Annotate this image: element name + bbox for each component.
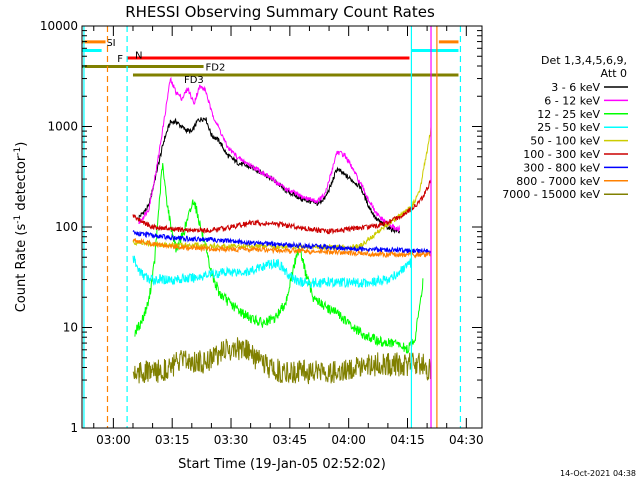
legend-label: 6 - 12 keV	[544, 94, 600, 107]
x-tick-label: 04:00	[331, 433, 366, 447]
x-tick-label: 03:45	[273, 433, 308, 447]
x-tick-label: 04:30	[449, 433, 484, 447]
flag-label-fd3: FD3	[184, 75, 204, 86]
chart-title: RHESSI Observing Summary Count Rates	[125, 3, 435, 21]
legend-label: 3 - 6 keV	[551, 81, 600, 94]
legend-label: 12 - 25 keV	[537, 108, 600, 121]
legend-header: Det 1,3,4,5,6,9,	[541, 54, 627, 67]
legend-header: Att 0	[601, 67, 627, 80]
x-tick-label: 03:15	[155, 433, 190, 447]
flag-label-f: F	[117, 54, 123, 65]
y-tick-label: 1000	[47, 120, 78, 134]
series-line	[132, 230, 432, 255]
y-tick-label: 10	[63, 321, 78, 335]
series-line	[132, 255, 412, 289]
flag-label-si: SI	[106, 38, 115, 49]
x-tick-label: 03:00	[96, 433, 131, 447]
timestamp: 14-Oct-2021 04:38	[560, 469, 636, 478]
y-tick-label: 10000	[40, 19, 78, 33]
legend-label: 300 - 800 keV	[523, 161, 600, 174]
series-line	[138, 117, 401, 234]
legend-label: 25 - 50 keV	[537, 121, 600, 134]
legend-label: 800 - 7000 keV	[516, 175, 600, 188]
flag-label-n: N	[135, 51, 142, 62]
series-line	[138, 76, 401, 233]
series-lines	[132, 76, 432, 385]
axes: 1 10 100 1000 10000 03:00 03:15 03:30 03:45 04:00…	[40, 19, 484, 447]
y-axis-label: Count Rate (s-1 detector-1)	[13, 142, 29, 313]
legend-label: 7000 - 15000 keV	[502, 188, 600, 201]
series-line	[132, 237, 432, 259]
series-line	[132, 337, 432, 385]
x-axis-label: Start Time (19-Jan-05 02:52:02)	[178, 457, 386, 472]
legend-label: 50 - 100 keV	[530, 135, 600, 148]
series-line	[132, 179, 432, 235]
y-tick-label: 100	[55, 220, 78, 234]
series-line	[134, 163, 424, 354]
legend-label: 100 - 300 keV	[523, 148, 600, 161]
flag-label-fd2: FD2	[206, 63, 226, 74]
x-tick-label: 04:15	[390, 433, 425, 447]
x-tick-label: 03:30	[214, 433, 249, 447]
y-tick-label: 1	[70, 421, 78, 435]
